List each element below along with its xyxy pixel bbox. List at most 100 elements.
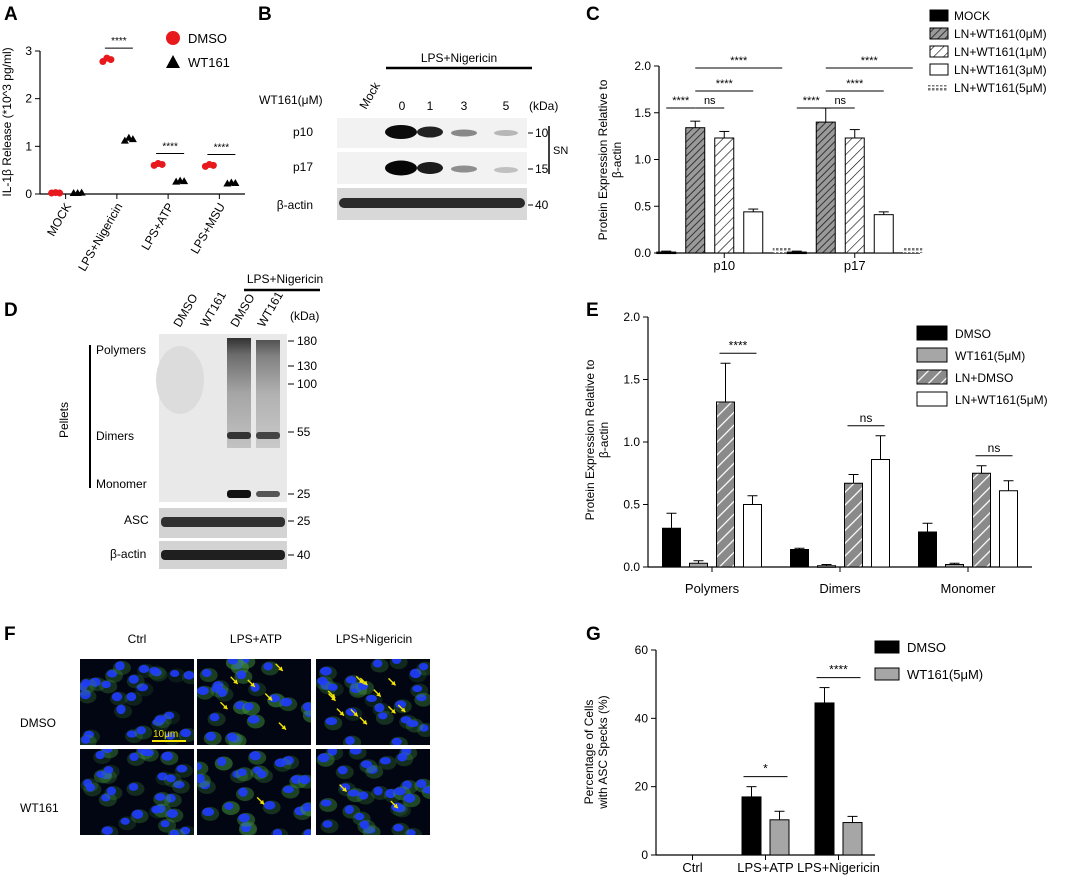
blot-b-row-actin: β-actin	[277, 198, 313, 212]
micro-nucleus	[197, 762, 203, 771]
micro-nucleus	[422, 786, 430, 794]
blot-b-kda-label: (kDa)	[529, 99, 558, 113]
blot-d-monomer-label: Monomer	[96, 477, 147, 491]
panel-letter-c: C	[586, 4, 600, 25]
micro-nucleus	[419, 724, 429, 732]
chart-a-sig-label: ****	[162, 141, 178, 152]
chart-e-x-tick-label: Polymers	[685, 581, 740, 596]
chart-c-bar-ln-wt161-3-m-	[743, 211, 764, 254]
micro-nucleus	[257, 770, 267, 778]
chart-c-sig-label: ns	[834, 95, 846, 107]
micro-nucleus	[238, 813, 250, 823]
chart-e-sig-label: ns	[988, 441, 1001, 455]
micro-nucleus	[354, 812, 365, 821]
chart-c-bar-ln-wt161-3-m-	[873, 214, 894, 254]
micro-tile	[80, 659, 194, 745]
micro-nucleus	[149, 667, 160, 675]
chart-g-y-tick-label: 0	[641, 848, 648, 862]
micro-nucleus	[263, 662, 273, 671]
micro-nucleus	[217, 757, 227, 767]
chart-g-ylabel-line: with ASC Specks (%)	[596, 695, 610, 809]
chart-a-point-wt161	[231, 179, 240, 187]
chart-e-x-tick-label: Monomer	[941, 581, 997, 596]
chart-e-legend-label: LN+WT161(5μM)	[955, 393, 1048, 407]
chart-c-bar-ln-wt161-1-m-	[844, 137, 865, 254]
blot-d-monomer-band-3	[227, 490, 251, 498]
chart-c-bar-mock	[786, 251, 807, 255]
micro-nucleus	[157, 772, 168, 781]
micro-nucleus	[337, 765, 348, 775]
chart-g-bar-dmso	[741, 796, 762, 856]
micro-nucleus	[141, 749, 154, 757]
blot-d-dimer-band-3	[227, 432, 251, 439]
chart-a-point-dmso	[56, 189, 64, 197]
micro-nucleus	[395, 700, 407, 709]
chart-g-ylabel: Percentage of Cellswith ASC Specks (%)	[582, 695, 610, 809]
panel-letter-a: A	[4, 4, 18, 25]
chart-c-sig-label: ****	[846, 78, 864, 90]
micro-nucleus	[416, 694, 427, 702]
micro-tile-background	[316, 749, 430, 835]
chart-c-sig-label: ****	[803, 95, 821, 107]
micro-speck-arrowhead	[222, 704, 228, 710]
micro-speck-arrowhead	[362, 680, 368, 686]
blot-d-asc-label: ASC	[124, 513, 149, 527]
micro-speck-arrowhead	[376, 692, 381, 697]
chart-a-legend-marker-dmso	[166, 31, 180, 45]
micro-nucleus	[197, 686, 209, 696]
chart-g-y-tick-label: 60	[635, 643, 649, 657]
micro-nucleus	[378, 712, 388, 720]
micro-nucleus	[95, 750, 105, 760]
micro-speck-arrowhead	[393, 803, 398, 809]
micro-nucleus	[393, 824, 404, 832]
micro-nucleus	[138, 664, 150, 674]
chart-c-legend-swatch	[928, 85, 948, 91]
blot-b-p17-band-0	[385, 160, 417, 176]
micro-nucleus	[237, 768, 247, 777]
chart-a-point-wt161	[120, 136, 129, 144]
chart-a-point-wt161	[180, 177, 189, 185]
chart-e-asc-oligomer-expression: Protein Expression Relative toβ-actin 0.0…	[583, 310, 1048, 596]
chart-c-p10-p17-expression: Protein Expression Relative toβ-actin 0.0…	[596, 9, 1047, 273]
chart-e-legend-swatch	[916, 347, 948, 363]
blot-b-row-p17: p17	[293, 160, 313, 174]
panel-letter-e: E	[586, 300, 599, 321]
micro-nucleus	[366, 694, 377, 703]
micro-nucleus	[176, 764, 188, 773]
blot-d-lane-4: WT161	[254, 289, 286, 330]
chart-c-y-tick-label: 0.5	[634, 199, 651, 213]
chart-c-y-tick-label: 1.5	[634, 106, 651, 120]
chart-a-y-tick-label: 2	[25, 92, 32, 106]
micro-nucleus	[274, 758, 287, 768]
micro-nucleus	[131, 809, 144, 819]
chart-g-legend-label: WT161(5μM)	[907, 667, 983, 682]
micro-nucleus	[197, 774, 205, 784]
micro-nucleus	[379, 757, 391, 765]
chart-c-y-tick-label: 1.0	[634, 153, 651, 167]
micro-nucleus	[115, 661, 125, 671]
micro-nucleus	[366, 765, 378, 774]
micro-speck-arrowhead	[259, 799, 265, 805]
micro-nucleus	[345, 736, 355, 745]
micro-nucleus	[165, 732, 175, 740]
micro-nucleus	[199, 780, 211, 790]
chart-c-ylabel-line: β-actin	[610, 142, 624, 178]
micro-speck-arrowhead	[391, 680, 396, 686]
chart-g-x-tick-label: Ctrl	[682, 860, 702, 875]
micro-nucleus	[173, 780, 185, 789]
chart-c-bar-ln-wt161-5-m-	[903, 247, 923, 253]
micro-speck-arrowhead	[330, 693, 336, 699]
micro-nucleus	[183, 670, 194, 680]
chart-c-bar-mock	[656, 251, 677, 255]
chart-g-legend-swatch	[874, 640, 900, 654]
blot-d-marker-100: 100	[297, 377, 317, 391]
blot-d-polymers-label: Polymers	[96, 343, 146, 357]
micro-nucleus	[180, 728, 192, 738]
micro-speck-arrowhead	[233, 679, 238, 684]
chart-a-x-tick-label: MOCK	[44, 201, 74, 239]
chart-c-x-tick-label: p17	[844, 258, 866, 273]
chart-a-point-wt161	[128, 135, 137, 143]
micro-nucleus	[160, 820, 170, 828]
chart-c-ylabel: Protein Expression Relative toβ-actin	[596, 79, 624, 240]
